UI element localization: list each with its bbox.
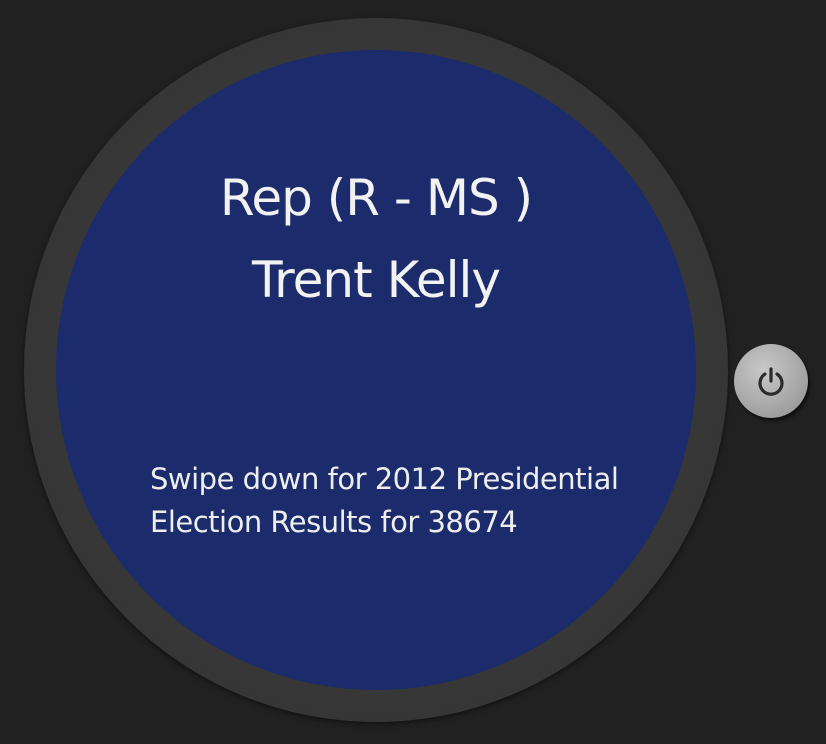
representative-name: Trent Kelly (251, 251, 501, 309)
power-button[interactable] (734, 344, 808, 418)
power-icon (758, 367, 784, 396)
swipe-hint-text: Swipe down for 2012 Presidential Electio… (150, 462, 619, 539)
representative-party-title: Rep (R - MS ) (219, 169, 533, 227)
watch-screen[interactable]: Rep (R - MS ) Trent Kelly Swipe down for… (56, 50, 696, 690)
